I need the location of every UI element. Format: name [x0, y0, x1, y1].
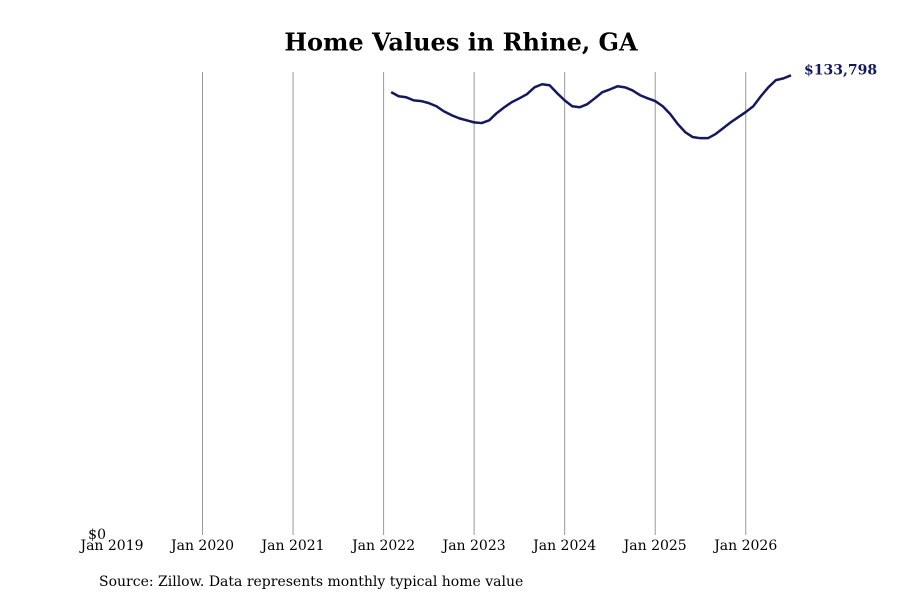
x-tick-label: Jan 2026	[712, 538, 777, 554]
source-note: Source: Zillow. Data represents monthly …	[99, 574, 523, 590]
chart-title: Home Values in Rhine, GA	[284, 28, 638, 57]
x-tick-label: Jan 2025	[622, 538, 687, 554]
line-series	[390, 74, 792, 140]
x-tick-label: Jan 2019	[78, 538, 143, 554]
x-tick-label: Jan 2023	[441, 538, 506, 554]
x-tick-label: Jan 2021	[260, 538, 325, 554]
end-value-label: $133,798	[804, 62, 877, 78]
x-tick-label: Jan 2024	[531, 538, 596, 554]
x-tick-label: Jan 2020	[169, 538, 234, 554]
y-tick-label: $0	[88, 527, 106, 543]
x-tick-label: Jan 2022	[350, 538, 415, 554]
